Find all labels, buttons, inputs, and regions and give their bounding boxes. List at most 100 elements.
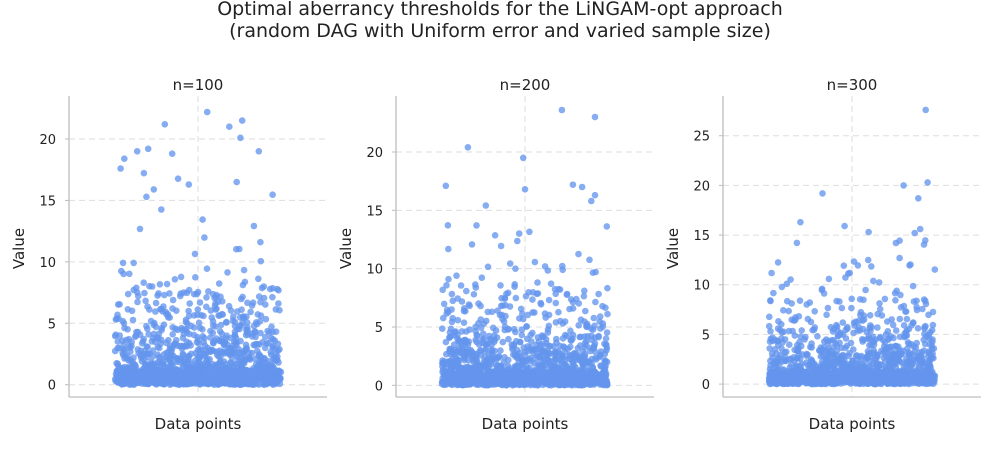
scatter-point — [236, 322, 243, 330]
scatter-point — [913, 368, 921, 376]
scatter-point — [896, 333, 904, 341]
scatter-point — [466, 302, 474, 310]
scatter-point — [783, 280, 791, 288]
scatter-point — [838, 304, 846, 312]
scatter-point — [188, 368, 196, 376]
scatter-point — [819, 190, 826, 197]
scatter-point — [582, 307, 589, 315]
scatter-point — [483, 317, 490, 325]
scatter-point — [520, 344, 527, 351]
scatter-point — [261, 333, 269, 341]
scatter-point — [472, 323, 479, 331]
scatter-point — [581, 287, 588, 295]
scatter-point — [171, 276, 179, 283]
scatter-point — [913, 306, 921, 314]
scatter-point — [160, 351, 168, 358]
scatter-point — [547, 280, 555, 288]
panel-title: n=300 — [827, 76, 878, 94]
scatter-point — [580, 292, 588, 300]
scatter-point — [769, 374, 777, 382]
scatter-point — [604, 284, 611, 292]
y-tick-label: 15 — [366, 204, 383, 219]
scatter-point — [866, 358, 874, 365]
scatter-point — [170, 352, 177, 360]
scatter-point — [442, 338, 450, 346]
scatter-point — [539, 362, 546, 369]
scatter-point — [269, 336, 277, 343]
scatter-point — [892, 239, 900, 247]
scatter-point — [905, 351, 912, 358]
scatter-point — [538, 347, 546, 354]
scatter-point — [488, 308, 496, 316]
scatter-point — [842, 344, 849, 352]
scatter-point — [512, 328, 519, 336]
scatter-point — [443, 310, 451, 317]
scatter-point — [873, 351, 881, 358]
scatter-point — [603, 329, 611, 336]
scatter-point — [886, 343, 894, 351]
scatter-point — [268, 351, 275, 358]
scatter-point — [440, 314, 447, 322]
scatter-point — [116, 332, 123, 339]
scatter-point — [194, 362, 202, 369]
scatter-point — [440, 300, 448, 308]
scatter-point — [148, 338, 156, 345]
scatter-point — [167, 367, 175, 374]
scatter-point — [502, 312, 509, 320]
scatter-point — [897, 380, 905, 388]
scatter-point — [271, 345, 279, 353]
scatter-point — [257, 298, 264, 306]
scatter-point — [907, 261, 914, 268]
scatter-point — [802, 370, 809, 377]
scatter-point — [451, 377, 459, 385]
scatter-point — [192, 349, 199, 357]
scatter-point — [478, 274, 486, 282]
scatter-point — [113, 360, 120, 367]
scatter-point — [603, 223, 611, 230]
scatter-point — [134, 298, 141, 306]
scatter-point — [273, 285, 281, 293]
scatter-point — [193, 372, 201, 380]
scatter-point — [545, 349, 553, 357]
scatter-point — [778, 321, 785, 328]
scatter-point — [859, 317, 866, 325]
scatter-point — [905, 379, 912, 387]
scatter-point — [135, 379, 142, 387]
scatter-point — [479, 330, 487, 338]
scatter-point — [448, 290, 456, 298]
scatter-point — [930, 345, 938, 352]
scatter-point — [182, 355, 189, 363]
scatter-point — [174, 175, 182, 182]
scatter-point — [140, 279, 147, 287]
scatter-point — [920, 336, 927, 344]
scatter-point — [249, 381, 256, 388]
scatter-point — [902, 308, 910, 315]
scatter-point — [587, 325, 595, 333]
scatter-point — [766, 313, 773, 321]
scatter-point — [794, 347, 802, 354]
y-tick-label: 5 — [702, 328, 710, 343]
scatter-point — [897, 304, 905, 311]
scatter-point — [537, 301, 545, 308]
scatter-point — [562, 331, 569, 339]
x-axis-label: Data points — [155, 415, 242, 433]
scatter-point — [264, 367, 272, 375]
scatter-point — [825, 275, 833, 283]
scatter-point — [875, 279, 883, 286]
scatter-point — [444, 372, 452, 380]
scatter-point — [827, 323, 835, 331]
scatter-point — [516, 338, 524, 346]
scatter-point — [520, 359, 527, 366]
scatter-point — [454, 316, 462, 324]
scatter-point — [559, 320, 567, 327]
scatter-point — [126, 344, 134, 351]
scatter-point — [797, 333, 804, 341]
scatter-point — [909, 282, 917, 290]
scatter-point — [832, 360, 839, 368]
scatter-point — [260, 355, 268, 363]
scatter-point — [144, 145, 152, 153]
scatter-point — [231, 332, 239, 340]
scatter-point — [798, 376, 806, 384]
scatter-point — [186, 300, 193, 307]
scatter-point — [113, 315, 120, 322]
